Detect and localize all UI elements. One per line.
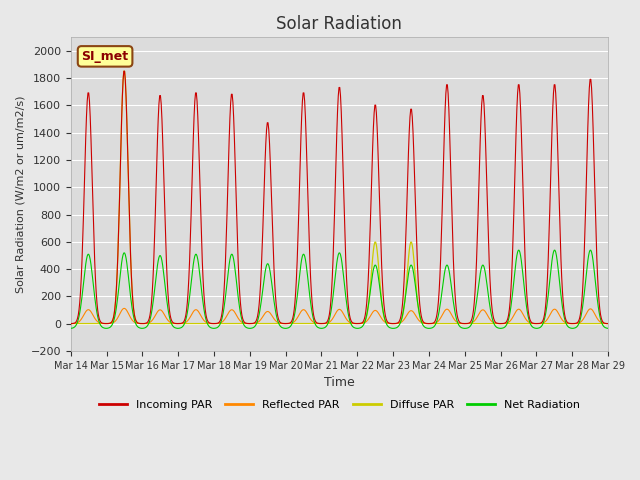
Text: SI_met: SI_met [81, 50, 129, 63]
Title: Solar Radiation: Solar Radiation [276, 15, 403, 33]
X-axis label: Time: Time [324, 376, 355, 389]
Legend: Incoming PAR, Reflected PAR, Diffuse PAR, Net Radiation: Incoming PAR, Reflected PAR, Diffuse PAR… [95, 396, 584, 414]
Y-axis label: Solar Radiation (W/m2 or um/m2/s): Solar Radiation (W/m2 or um/m2/s) [15, 96, 25, 293]
